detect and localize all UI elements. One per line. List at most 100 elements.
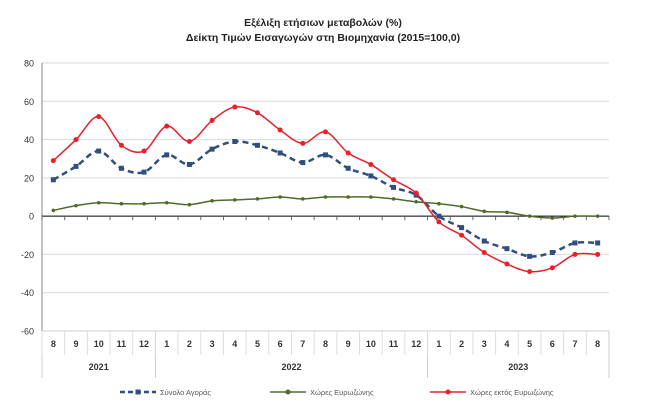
data-point xyxy=(346,195,350,199)
x-tick-label: 10 xyxy=(366,339,376,349)
x-tick-label: 2 xyxy=(187,339,192,349)
x-tick-label: 7 xyxy=(300,339,305,349)
x-tick-label: 8 xyxy=(595,339,600,349)
y-tick-label: -40 xyxy=(21,288,34,298)
data-point xyxy=(51,208,56,213)
data-point xyxy=(300,140,306,146)
legend-label: Χώρες Ευρωζώνης xyxy=(310,388,374,397)
data-point xyxy=(96,148,102,154)
y-tick-label: 20 xyxy=(24,173,34,183)
data-point xyxy=(50,177,56,183)
data-point xyxy=(255,197,260,201)
data-point xyxy=(436,213,442,219)
x-tick-label: 9 xyxy=(74,339,79,349)
y-tick-label: 0 xyxy=(29,212,34,222)
legend-marker xyxy=(135,389,141,395)
data-point xyxy=(73,163,79,169)
x-tick-label: 2 xyxy=(459,339,464,349)
data-point xyxy=(164,152,170,158)
data-point xyxy=(504,261,510,267)
x-tick-label: 12 xyxy=(411,339,421,349)
data-point xyxy=(278,195,282,199)
data-point xyxy=(413,190,419,196)
data-point xyxy=(254,142,260,148)
chart-subtitle: Δείκτη Τιμών Εισαγωγών στη Βιομηχανία (2… xyxy=(185,32,461,44)
series-line-0 xyxy=(52,140,598,258)
x-tick-label: 1 xyxy=(436,339,441,349)
data-point xyxy=(345,150,351,156)
y-tick-label: -60 xyxy=(21,327,34,337)
x-tick-label: 10 xyxy=(94,339,104,349)
data-point xyxy=(96,114,102,120)
x-tick-label: 6 xyxy=(278,339,283,349)
data-point xyxy=(118,165,124,171)
data-point xyxy=(119,201,124,206)
y-tick-label: 60 xyxy=(24,97,34,107)
data-point xyxy=(482,209,487,214)
data-point xyxy=(277,127,283,133)
chart-title: Εξέλιξη ετήσιων μεταβολών (%) xyxy=(244,17,402,29)
data-point xyxy=(209,146,215,152)
x-tick-label: 5 xyxy=(527,339,532,349)
y-tick-label: 40 xyxy=(24,135,34,145)
x-tick-label: 4 xyxy=(504,339,509,349)
data-point xyxy=(118,142,124,148)
data-point xyxy=(232,198,237,202)
data-point xyxy=(141,169,147,175)
x-tick-label: 8 xyxy=(323,339,328,349)
data-point xyxy=(368,173,374,179)
data-point xyxy=(459,204,464,209)
y-tick-label: 80 xyxy=(24,59,34,69)
x-tick-label: 12 xyxy=(139,339,149,349)
data-point xyxy=(323,195,328,199)
year-label: 2021 xyxy=(89,362,109,372)
data-point xyxy=(96,200,101,205)
data-point xyxy=(391,197,396,201)
data-point xyxy=(187,202,192,207)
data-point xyxy=(481,238,487,244)
x-tick-label: 5 xyxy=(255,339,260,349)
data-point xyxy=(572,240,578,246)
data-point xyxy=(527,269,533,275)
data-point xyxy=(141,148,147,154)
data-point xyxy=(164,123,170,129)
x-tick-label: 1 xyxy=(164,339,169,349)
x-tick-label: 7 xyxy=(572,339,577,349)
x-tick-label: 11 xyxy=(389,339,399,349)
data-point xyxy=(595,214,600,218)
data-point xyxy=(595,240,601,246)
data-point xyxy=(323,152,328,158)
legend-marker xyxy=(445,389,451,395)
legend-label: Χώρες εκτός Ευρωζώνης xyxy=(470,388,554,397)
data-point xyxy=(595,251,601,257)
x-tick-label: 6 xyxy=(550,339,555,349)
data-point xyxy=(459,232,465,238)
x-tick-label: 3 xyxy=(210,339,215,349)
data-point xyxy=(300,160,306,166)
year-label: 2022 xyxy=(281,362,301,372)
data-point xyxy=(186,161,192,167)
data-point xyxy=(50,158,56,164)
series-line-1 xyxy=(53,196,598,219)
x-tick-label: 11 xyxy=(117,339,127,349)
data-point xyxy=(164,200,169,205)
data-point xyxy=(527,253,533,259)
data-point xyxy=(550,216,555,220)
data-point xyxy=(232,138,238,144)
data-point xyxy=(573,214,577,218)
data-point xyxy=(504,246,510,252)
x-tick-label: 8 xyxy=(51,339,56,349)
data-point xyxy=(527,214,532,218)
data-point xyxy=(277,150,283,156)
data-point xyxy=(301,197,305,201)
data-point xyxy=(572,251,578,257)
data-point xyxy=(186,138,192,144)
data-point xyxy=(481,250,487,256)
legend-label: Σύνολο Αγοράς xyxy=(160,388,211,397)
data-point xyxy=(142,201,146,206)
data-point xyxy=(73,137,79,143)
data-point xyxy=(323,129,328,135)
x-tick-label: 4 xyxy=(232,339,237,349)
data-point xyxy=(209,117,215,123)
